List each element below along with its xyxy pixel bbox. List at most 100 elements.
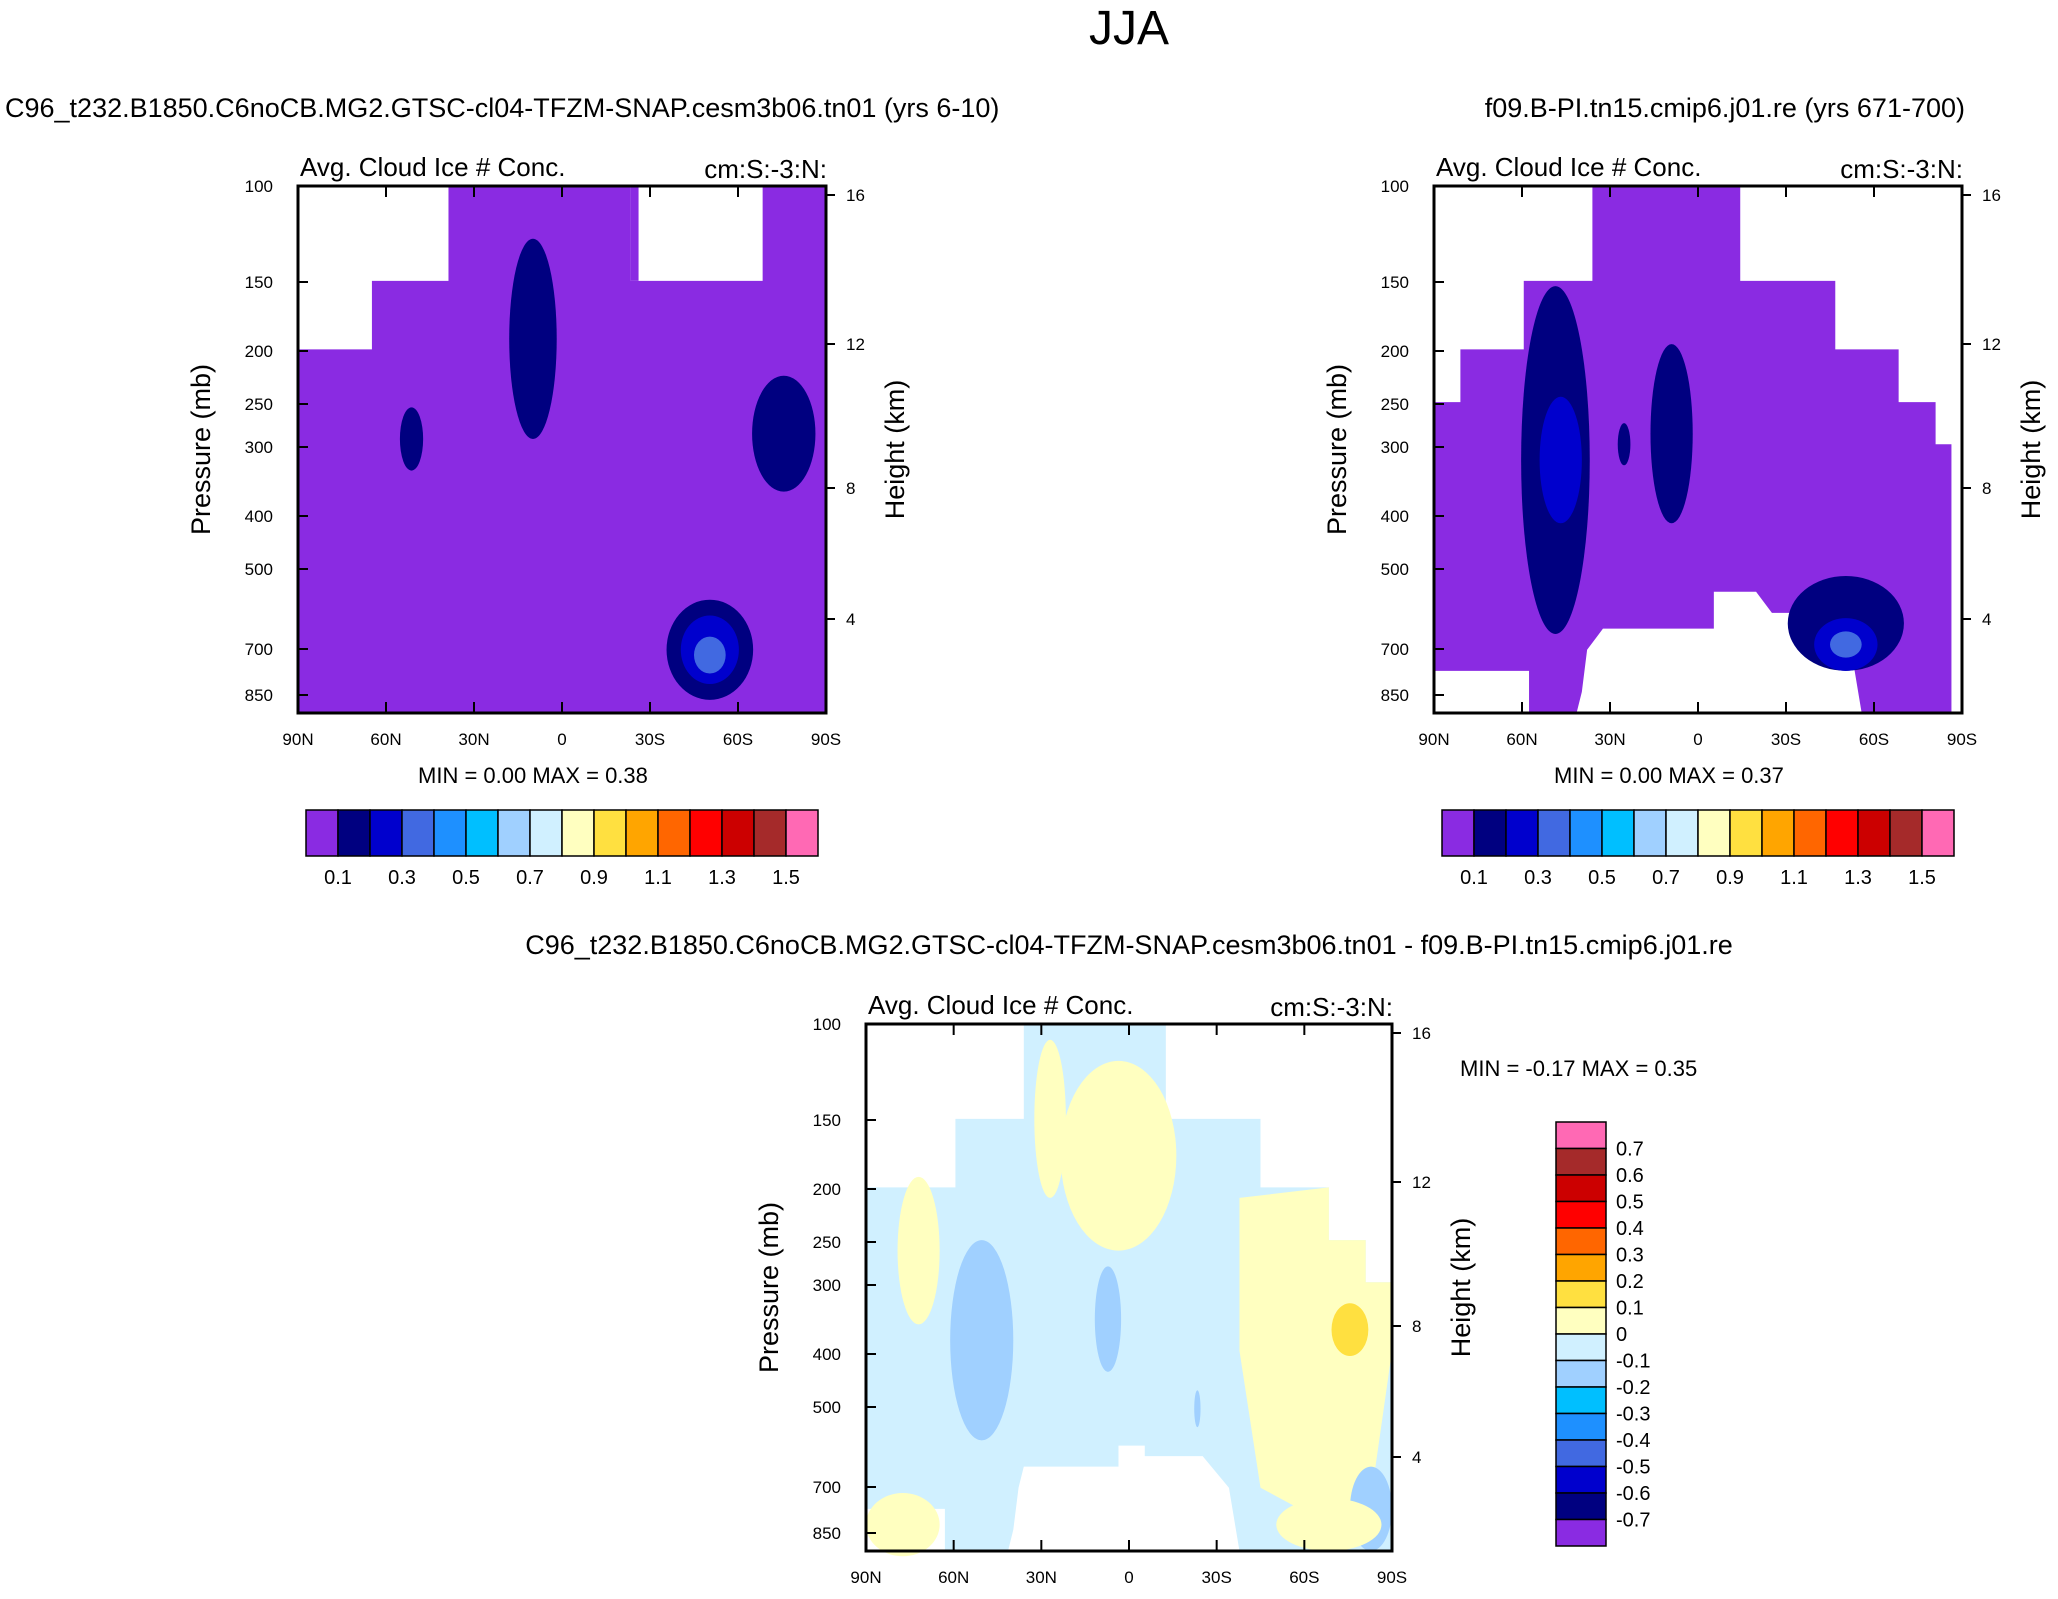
x-tick-label: 60S — [1859, 730, 1889, 749]
colorbar-box — [465, 809, 499, 857]
y2-tick-label: 16 — [1982, 186, 2001, 205]
figure-title: JJA — [1089, 2, 1169, 55]
x-tick-label: 90S — [811, 730, 841, 749]
y2-tick-label: 4 — [846, 610, 855, 629]
field-contour — [1094, 1266, 1122, 1372]
y2-tick-label: 8 — [1982, 479, 1991, 498]
colorbar-box — [1555, 1253, 1607, 1282]
colorbar-box — [1555, 1439, 1607, 1468]
panel3-title: C96_t232.B1850.C6noCB.MG2.GTSC-cl04-TFZM… — [525, 930, 1733, 960]
y2-tick-label: 4 — [1412, 1448, 1421, 1467]
x-tick-label: 30S — [1202, 1568, 1232, 1587]
y-tick-label: 200 — [1381, 342, 1409, 361]
y2-tick-label: 16 — [846, 186, 865, 205]
y-tick-label: 150 — [245, 273, 273, 292]
colorbar-box — [1697, 809, 1731, 857]
panel2-title: f09.B-PI.tn15.cmip6.j01.re (yrs 671-700) — [1485, 93, 1965, 123]
colorbar-box — [305, 809, 339, 857]
units-label: cm:S:-3:N: — [1840, 154, 1963, 184]
colorbar-label: 1.3 — [708, 867, 736, 889]
y2-tick-label: 8 — [846, 479, 855, 498]
variable-label: Avg. Cloud Ice # Conc. — [1436, 152, 1701, 182]
colorbar-box — [1555, 1280, 1607, 1309]
min-max-label: MIN = 0.00 MAX = 0.37 — [1554, 763, 1784, 788]
x-tick-label: 60N — [938, 1568, 969, 1587]
y-tick-label: 100 — [1381, 177, 1409, 196]
y-tick-label: 250 — [813, 1233, 841, 1252]
colorbar-label: 0.5 — [1588, 867, 1616, 889]
colorbar-label: 0.3 — [1616, 1245, 1644, 1267]
colorbar-label: 0.6 — [1616, 1165, 1644, 1187]
colorbar-box — [1665, 809, 1699, 857]
colorbar-3: 0.7 0.6 0.5 0.4 0.3 0.2 0.1 0 -0.1 -0.2 -0.3 -0.4 -0… — [1555, 1121, 1650, 1547]
colorbar-box — [1555, 1333, 1607, 1362]
x-tick-label: 0 — [1124, 1568, 1133, 1587]
y-tick-label: 700 — [813, 1478, 841, 1497]
field-contour — [1331, 1303, 1369, 1357]
colorbar-box — [1857, 809, 1891, 857]
colorbar-label: 0.4 — [1616, 1218, 1644, 1240]
variable-label: Avg. Cloud Ice # Conc. — [868, 990, 1133, 1020]
colorbar-label: -0.3 — [1616, 1404, 1650, 1426]
colorbar-box — [1555, 1174, 1607, 1203]
colorbar-label: 0.5 — [452, 867, 480, 889]
colorbar-label: 0.1 — [1616, 1298, 1644, 1320]
field-contour — [1060, 1060, 1177, 1251]
field-contour — [1194, 1390, 1201, 1428]
y-tick-label: 700 — [1381, 640, 1409, 659]
y-tick-label: 150 — [1381, 273, 1409, 292]
y-tick-label: 300 — [245, 438, 273, 457]
colorbar-box — [593, 809, 627, 857]
field-contour — [897, 1176, 940, 1325]
x-tick-label: 0 — [1693, 730, 1702, 749]
colorbar-box — [1825, 809, 1859, 857]
colorbar-label: 0.7 — [516, 867, 544, 889]
y2-tick-label: 12 — [1412, 1173, 1431, 1192]
colorbar-label: 0.5 — [1616, 1192, 1644, 1214]
colorbar-label: 1.1 — [644, 867, 672, 889]
colorbar-box — [1555, 1386, 1607, 1415]
colorbar-label: 0.9 — [580, 867, 608, 889]
y2-axis-label: Height (km) — [2016, 380, 2046, 520]
colorbar-box — [1729, 809, 1763, 857]
colorbar-box — [1505, 809, 1539, 857]
colorbar-label: 1.5 — [1908, 867, 1936, 889]
colorbar-box — [561, 809, 595, 857]
y-tick-label: 850 — [245, 686, 273, 705]
colorbar-label: 0.1 — [324, 867, 352, 889]
colorbar-box — [1555, 1306, 1607, 1335]
y-axis-label: Pressure (mb) — [754, 1202, 784, 1373]
field-contour — [1276, 1498, 1382, 1551]
x-tick-label: 90N — [850, 1568, 881, 1587]
field-contour — [950, 1240, 1014, 1441]
colorbar-label: 0.9 — [1716, 867, 1744, 889]
plot-2: Avg. Cloud Ice # Conc. cm:S:-3:N: 100 150 20… — [1322, 152, 2046, 788]
y2-tick-label: 8 — [1412, 1317, 1421, 1336]
y-tick-label: 850 — [1381, 686, 1409, 705]
colorbar-box — [369, 809, 403, 857]
colorbar-box — [1761, 809, 1795, 857]
colorbar-label: 1.5 — [772, 867, 800, 889]
colorbar-box — [1555, 1465, 1607, 1494]
units-label: cm:S:-3:N: — [1270, 992, 1393, 1022]
x-tick-label: 30S — [635, 730, 665, 749]
y-tick-label: 400 — [813, 1345, 841, 1364]
field-contour — [509, 238, 557, 439]
field-contour — [1539, 396, 1582, 524]
y-tick-label: 400 — [1381, 507, 1409, 526]
colorbar-label: -0.7 — [1616, 1510, 1650, 1532]
field-contour — [1034, 1039, 1066, 1198]
field-region — [630, 186, 639, 281]
field-contour — [752, 375, 816, 492]
colorbar-box — [785, 809, 819, 857]
colorbar-1: 0.1 0.3 0.5 0.7 0.9 1.1 1.3 1.5 — [305, 809, 819, 889]
y-tick-label: 200 — [813, 1180, 841, 1199]
colorbar-label: 0.2 — [1616, 1271, 1644, 1293]
y2-axis-label: Height (km) — [1446, 1218, 1476, 1358]
y-axis-label: Pressure (mb) — [186, 364, 216, 535]
x-tick-label: 90N — [1418, 730, 1449, 749]
y-tick-label: 150 — [813, 1111, 841, 1130]
colorbar-label: 0.7 — [1616, 1139, 1644, 1161]
x-tick-label: 30N — [1026, 1568, 1057, 1587]
plot-1: Avg. Cloud Ice # Conc. cm:S:-3:N: 100 150 20… — [186, 152, 910, 788]
